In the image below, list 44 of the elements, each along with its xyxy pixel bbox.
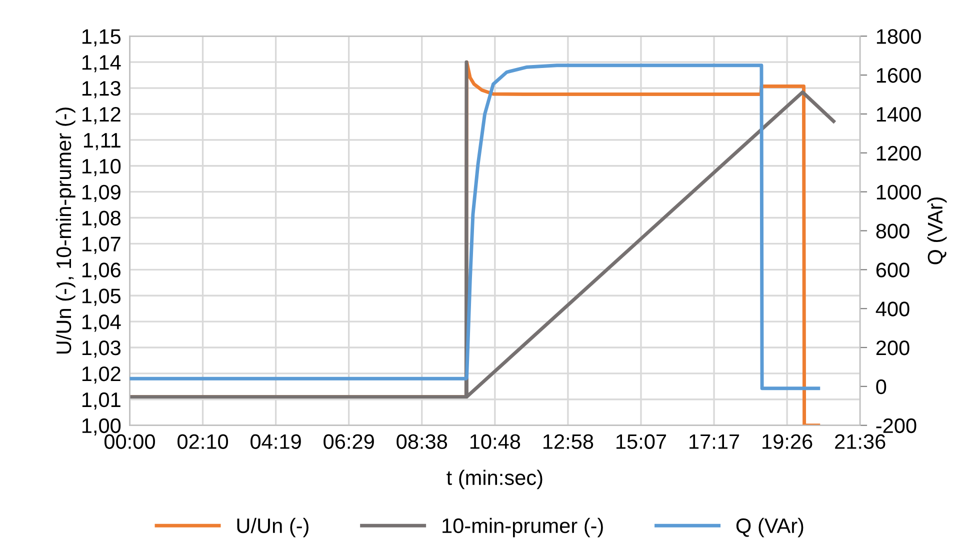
- y-tick-label: 1,04: [82, 314, 121, 332]
- y2-tick-label: 600: [876, 262, 910, 278]
- x-tick-label: 00:00: [104, 434, 155, 449]
- x-tick-label: 08:38: [396, 434, 448, 449]
- y2-tick-label: 1000: [876, 184, 921, 200]
- legend-label: Q (VAr): [736, 518, 804, 538]
- y-tick-label: 1,08: [82, 210, 120, 228]
- x-tick-label: 21:36: [835, 434, 886, 449]
- x-tick-label: 12:58: [543, 434, 594, 449]
- x-tick-label: 04:19: [250, 434, 301, 449]
- x-tick-label: 17:17: [690, 434, 740, 449]
- y2-tick-label: 1800: [876, 29, 921, 44]
- x-tick-label: 10:48: [470, 434, 520, 449]
- y2-tick-label: 1600: [876, 68, 921, 83]
- y2-tick-label: 400: [876, 302, 910, 316]
- legend-label: U/Un (-): [237, 518, 308, 538]
- y-tick-label: 1,14: [82, 55, 121, 72]
- y-tick-label: 1,09: [82, 184, 120, 202]
- x-tick-label: 19:26: [762, 434, 812, 449]
- x-tick-label: 02:10: [178, 434, 228, 449]
- legend-label: 10-min-prumer (-): [442, 518, 603, 538]
- x-tick-label: 15:07: [616, 434, 666, 449]
- y-tick-label: 1,00: [82, 418, 121, 436]
- y-tick-label: 1,15: [82, 29, 121, 46]
- x-tick-label: 06:29: [324, 434, 374, 449]
- y2-tick-label: 1400: [876, 106, 921, 122]
- y-tick-label: 1,02: [82, 366, 120, 384]
- y-tick-label: 1,13: [82, 81, 120, 98]
- y2-tick-label: 0: [876, 379, 886, 394]
- y2-tick-label: -200: [876, 418, 916, 434]
- y-tick-label: 1,05: [82, 288, 121, 306]
- x-axis-title: t (min:sec): [446, 470, 542, 490]
- y-tick-label: 1,07: [82, 236, 120, 254]
- y2-tick-label: 800: [876, 224, 910, 238]
- y2-tick-label: 1200: [876, 146, 921, 161]
- y2-axis-title: Q (VAr): [927, 198, 947, 264]
- y-tick-label: 1,01: [82, 392, 120, 410]
- y-tick-label: 1,06: [82, 262, 120, 280]
- y-tick-label: 1,03: [82, 340, 120, 358]
- y-tick-label: 1,10: [82, 158, 121, 176]
- y2-tick-label: 200: [876, 340, 910, 356]
- y-axis-title: U/Un (-), 10-min-prumer (-): [56, 108, 76, 354]
- y-tick-label: 1,11: [84, 133, 120, 150]
- y-tick-label: 1,12: [82, 106, 120, 124]
